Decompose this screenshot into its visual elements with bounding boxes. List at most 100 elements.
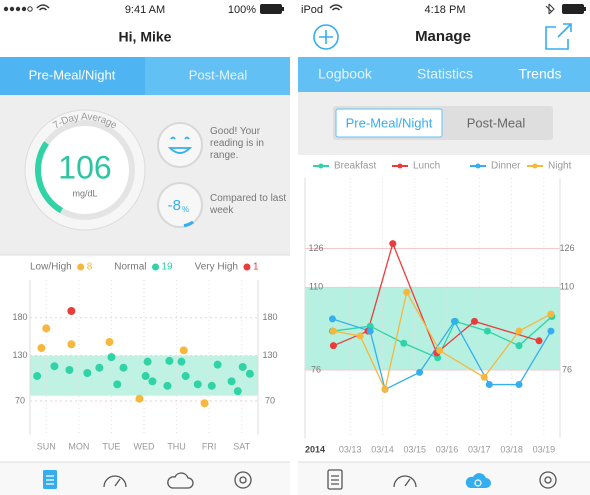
x-tick-label: FRI [202, 441, 217, 451]
legend-count: 8 [87, 262, 93, 273]
tab[interactable]: Logbook [318, 66, 373, 82]
point [480, 373, 488, 381]
point [329, 327, 337, 335]
signal [3, 6, 33, 12]
legend-label: Low/High [30, 262, 72, 273]
bluetooth-icon [545, 3, 555, 15]
x-tick-label: 03/15 [403, 444, 426, 454]
segment-selected [335, 108, 443, 138]
battery-icon [562, 4, 584, 14]
point [141, 372, 150, 381]
y-tick-label: 126 [308, 243, 323, 253]
x-tick-label: 03/17 [468, 444, 491, 454]
nav-logbook[interactable] [43, 470, 57, 489]
legend-label: Night [548, 161, 572, 172]
status-text: Good! Your reading is in range. [210, 126, 264, 161]
x-tick-label: 03/13 [339, 444, 362, 454]
point [356, 332, 364, 340]
y-tick-label: 180 [12, 312, 27, 322]
legend-dot [318, 163, 324, 169]
point [535, 337, 543, 345]
nav-sync[interactable] [167, 472, 194, 489]
legend-label: Dinner [491, 161, 521, 172]
point [193, 380, 202, 389]
x-tick-label: TUE [102, 441, 120, 451]
carrier: iPod [301, 4, 323, 16]
tab[interactable]: Trends [518, 66, 561, 82]
point [207, 381, 216, 390]
tab[interactable]: Statistics [417, 66, 473, 82]
point [148, 377, 157, 386]
point [233, 387, 242, 396]
status-time: 4:18 PM [425, 4, 466, 16]
point [450, 317, 458, 325]
segment[interactable]: Post-Meal [467, 115, 526, 130]
header-title: Manage [415, 28, 471, 45]
y-tick-label: 110 [560, 282, 574, 292]
point [515, 381, 523, 389]
tab[interactable]: Post-Meal [189, 67, 248, 82]
point [165, 356, 174, 365]
point [470, 317, 478, 325]
y-tick-label: 110 [309, 282, 323, 292]
change-value: -8 [168, 197, 181, 214]
y-tick-label: 76 [311, 364, 321, 374]
status-time: 9:41 AM [125, 4, 165, 16]
segment[interactable]: Pre-Meal/Night [346, 115, 433, 130]
legend-dot [475, 163, 481, 169]
point [328, 315, 336, 323]
legend-count: 19 [162, 262, 174, 273]
x-tick-label: 03/16 [436, 444, 459, 454]
point [547, 310, 555, 318]
nav-stats[interactable] [103, 475, 127, 488]
point [400, 339, 408, 347]
legend-label: Lunch [413, 161, 440, 172]
y-tick-label: 70 [15, 395, 25, 405]
point [42, 324, 51, 333]
legend-dot [532, 163, 538, 169]
point [163, 381, 172, 390]
point [67, 307, 76, 315]
point [143, 357, 152, 366]
point [177, 357, 186, 366]
point [366, 327, 374, 335]
point [547, 327, 555, 335]
x-tick-label: SAT [233, 441, 250, 451]
nav-settings[interactable] [234, 471, 252, 489]
tab-bar [298, 57, 590, 92]
smiley-icon [167, 136, 193, 154]
x-tick-label: 03/14 [371, 444, 394, 454]
nav-settings[interactable] [539, 471, 557, 489]
point [213, 360, 222, 369]
point [436, 347, 444, 355]
point [329, 342, 337, 350]
series-line [333, 290, 552, 392]
legend-count: 1 [253, 262, 259, 273]
battery-tip [584, 7, 586, 11]
change-arc [183, 220, 194, 228]
target-band [305, 287, 560, 370]
point [485, 381, 493, 389]
greeting: Hi, Mike [119, 29, 172, 45]
point [245, 369, 254, 378]
smiley-circle [157, 122, 203, 168]
x-tick-label: WED [134, 441, 155, 451]
x-tick-label: MON [68, 441, 89, 451]
export-button[interactable] [545, 23, 572, 50]
point [67, 340, 76, 349]
tab-selected-bg [0, 57, 145, 95]
point [119, 363, 128, 372]
series-line [332, 316, 553, 359]
legend-dot [397, 163, 403, 169]
wifi-icon [36, 4, 50, 11]
legend-label: Breakfast [334, 161, 376, 172]
nav-logbook[interactable] [327, 469, 343, 490]
add-button[interactable] [313, 24, 339, 50]
nav-sync[interactable] [465, 473, 491, 488]
y-tick-label: 76 [562, 364, 572, 374]
nav-stats[interactable] [393, 475, 417, 488]
point [238, 362, 247, 371]
tab[interactable]: Pre-Meal/Night [29, 67, 116, 82]
